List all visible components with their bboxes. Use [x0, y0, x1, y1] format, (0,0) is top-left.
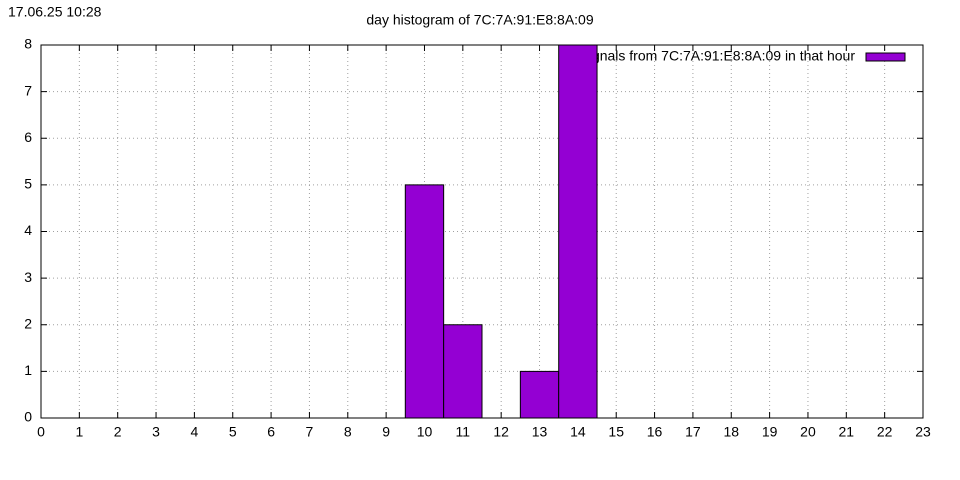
x-tick-label: 23: [915, 424, 931, 440]
y-tick-label: 0: [24, 409, 32, 425]
bar: [519, 370, 560, 419]
x-tick-label: 14: [570, 424, 586, 440]
x-tick-label: 18: [723, 424, 739, 440]
y-tick-label: 5: [24, 176, 32, 192]
timestamp: 17.06.25 10:28: [8, 4, 102, 20]
x-tick-label: 8: [344, 424, 352, 440]
y-tick-label: 6: [24, 129, 32, 145]
x-tick-label: 7: [306, 424, 314, 440]
x-tick-label: 0: [37, 424, 45, 440]
x-tick-label: 10: [417, 424, 433, 440]
y-tick-label: 7: [24, 82, 32, 98]
x-tick-label: 21: [839, 424, 855, 440]
x-tick-label: 13: [532, 424, 548, 440]
x-tick-label: 19: [762, 424, 778, 440]
bar: [558, 44, 598, 419]
x-tick-label: 5: [229, 424, 237, 440]
x-tick-label: 1: [75, 424, 83, 440]
x-tick-label: 12: [493, 424, 509, 440]
x-tick-label: 3: [152, 424, 160, 440]
y-tick-label: 8: [24, 36, 32, 52]
legend-swatch: [865, 52, 906, 62]
y-tick-label: 3: [24, 269, 32, 285]
x-tick-label: 17: [685, 424, 701, 440]
legend-label: signals from 7C:7A:91:E8:8A:09 in that h…: [582, 48, 855, 64]
x-tick-label: 15: [608, 424, 624, 440]
x-tick-label: 4: [190, 424, 198, 440]
bar: [443, 324, 483, 419]
x-tick-label: 9: [382, 424, 390, 440]
x-tick-label: 11: [456, 424, 471, 440]
x-tick-label: 20: [800, 424, 816, 440]
x-tick-label: 22: [877, 424, 893, 440]
bar: [404, 184, 445, 419]
y-tick-label: 2: [24, 315, 32, 331]
x-tick-label: 16: [647, 424, 663, 440]
x-tick-label: 6: [267, 424, 275, 440]
x-tick-label: 2: [114, 424, 122, 440]
chart-title: day histogram of 7C:7A:91:E8:8A:09: [366, 12, 593, 28]
y-tick-label: 4: [24, 222, 32, 238]
y-tick-label: 1: [24, 362, 32, 378]
